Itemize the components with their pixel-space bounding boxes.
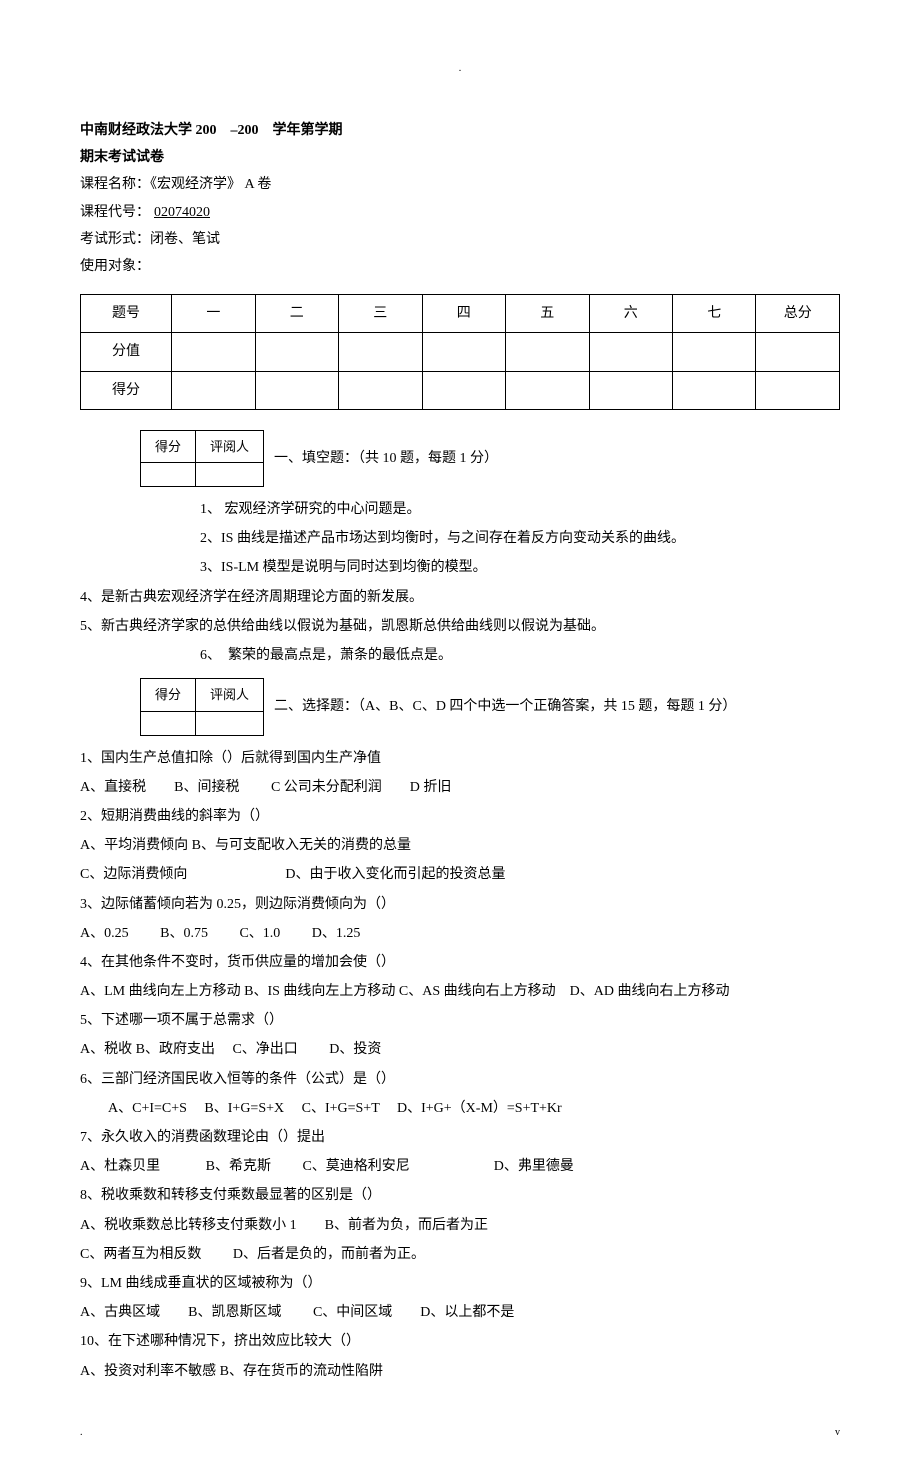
page-footer: . v	[80, 1424, 840, 1442]
mini-header: 评阅人	[196, 679, 264, 711]
cell	[756, 333, 840, 371]
row-label: 分值	[81, 333, 172, 371]
mini-header: 得分	[141, 679, 196, 711]
section-2-title: 二、选择题：（A、B、C、D 四个中选一个正确答案，共 15 题，每题 1 分）	[274, 694, 736, 719]
mc-q9-options: A、古典区域 B、凯恩斯区域 C、中间区域 D、以上都不是	[80, 1300, 840, 1325]
exam-form-line: 考试形式：闭卷、笔试	[80, 227, 840, 252]
mc-q8: 8、税收乘数和转移支付乘数最显著的区别是（）	[80, 1183, 840, 1208]
mc-q2: 2、短期消费曲线的斜率为（）	[80, 804, 840, 829]
cell	[196, 711, 264, 735]
section-1-header: 得分评阅人 一、填空题：（共 10 题，每题 1 分）	[80, 430, 840, 487]
header-cell: 二	[255, 295, 338, 333]
cell	[756, 371, 840, 409]
mc-q5: 5、下述哪一项不属于总需求（）	[80, 1008, 840, 1033]
fill-q5: 5、新古典经济学家的总供给曲线以假说为基础，凯恩斯总供给曲线则以假说为基础。	[80, 614, 840, 639]
table-row: 得分	[81, 371, 840, 409]
grader-table: 得分评阅人	[140, 678, 264, 735]
mc-q3: 3、边际储蓄倾向若为 0.25，则边际消费倾向为（）	[80, 892, 840, 917]
header-cell: 一	[172, 295, 255, 333]
cell	[506, 371, 589, 409]
mc-q3-options: A、0.25 B、0.75 C、1.0 D、1.25	[80, 921, 840, 946]
mc-q2-options-b: C、边际消费倾向 D、由于收入变化而引起的投资总量	[80, 862, 840, 887]
exam-title: 期末考试试卷	[80, 145, 840, 170]
mc-q2-options-a: A、平均消费倾向 B、与可支配收入无关的消费的总量	[80, 833, 840, 858]
course-code-line: 课程代号：02074020	[80, 200, 840, 225]
header-cell: 总分	[756, 295, 840, 333]
mc-q7: 7、永久收入的消费函数理论由（）提出	[80, 1125, 840, 1150]
cell	[672, 371, 755, 409]
mc-q9: 9、LM 曲线成垂直状的区域被称为（）	[80, 1271, 840, 1296]
cell	[196, 463, 264, 487]
course-code-value: 02074020	[150, 205, 214, 220]
cell	[255, 371, 338, 409]
grader-table: 得分评阅人	[140, 430, 264, 487]
section-2-header: 得分评阅人 二、选择题：（A、B、C、D 四个中选一个正确答案，共 15 题，每…	[80, 678, 840, 735]
header-cell: 七	[672, 295, 755, 333]
course-name-line: 课程名称：《宏观经济学》 A 卷	[80, 172, 840, 197]
row-label: 得分	[81, 371, 172, 409]
cell	[172, 371, 255, 409]
cell	[339, 371, 422, 409]
course-name-value: 《宏观经济学》 A 卷	[150, 177, 271, 192]
cell	[255, 333, 338, 371]
footer-left: .	[80, 1424, 83, 1442]
fill-q3: 3、IS-LM 模型是说明与同时达到均衡的模型。	[80, 555, 840, 580]
exam-form-value: 闭卷、笔试	[150, 232, 220, 247]
mc-q8-options-b: C、两者互为相反数 D、后者是负的，而前者为正。	[80, 1242, 840, 1267]
fill-q2: 2、IS 曲线是描述产品市场达到均衡时，与之间存在着反方向变动关系的曲线。	[80, 526, 840, 551]
mc-q10: 10、在下述哪种情况下，挤出效应比较大（）	[80, 1329, 840, 1354]
cell	[141, 463, 196, 487]
mc-q5-options: A、税收 B、政府支出 C、净出口 D、投资	[80, 1037, 840, 1062]
exam-form-label: 考试形式：	[80, 232, 150, 247]
cell	[422, 333, 505, 371]
cell	[589, 333, 672, 371]
cell	[506, 333, 589, 371]
mini-header: 评阅人	[196, 430, 264, 462]
mc-q1: 1、国内生产总值扣除（）后就得到国内生产净值	[80, 746, 840, 771]
cell	[589, 371, 672, 409]
mc-q4-options: A、LM 曲线向左上方移动 B、IS 曲线向左上方移动 C、AS 曲线向右上方移…	[80, 979, 840, 1004]
header-cell: 五	[506, 295, 589, 333]
cell	[339, 333, 422, 371]
section-1-title: 一、填空题：（共 10 题，每题 1 分）	[274, 446, 498, 471]
fill-q6: 6、 繁荣的最高点是，萧条的最低点是。	[80, 643, 840, 668]
mc-q8-options-a: A、税收乘数总比转移支付乘数小 1 B、前者为负，而后者为正	[80, 1213, 840, 1238]
target-label: 使用对象：	[80, 259, 150, 274]
mini-header: 得分	[141, 430, 196, 462]
cell	[672, 333, 755, 371]
fill-q4: 4、是新古典宏观经济学在经济周期理论方面的新发展。	[80, 585, 840, 610]
fill-q1: 1、 宏观经济学研究的中心问题是。	[80, 497, 840, 522]
table-row: 题号 一 二 三 四 五 六 七 总分	[81, 295, 840, 333]
header-cell: 题号	[81, 295, 172, 333]
header-cell: 三	[339, 295, 422, 333]
target-line: 使用对象：	[80, 254, 840, 279]
course-code-label: 课程代号：	[80, 205, 150, 220]
header-cell: 六	[589, 295, 672, 333]
course-name-label: 课程名称：	[80, 177, 150, 192]
mc-q1-options: A、直接税 B、间接税 C 公司未分配利润 D 折旧	[80, 775, 840, 800]
university-term-line: 中南财经政法大学 200 –200 学年第学期	[80, 118, 840, 143]
cell	[172, 333, 255, 371]
footer-right: v	[835, 1424, 840, 1442]
mc-q7-options: A、杜森贝里 B、希克斯 C、莫迪格利安尼 D、弗里德曼	[80, 1154, 840, 1179]
mc-q10-options: A、投资对利率不敏感 B、存在货币的流动性陷阱	[80, 1359, 840, 1384]
table-row: 分值	[81, 333, 840, 371]
page-dot-top: .	[80, 60, 840, 78]
score-table: 题号 一 二 三 四 五 六 七 总分 分值 得分	[80, 294, 840, 410]
cell	[422, 371, 505, 409]
mc-q4: 4、在其他条件不变时，货币供应量的增加会使（）	[80, 950, 840, 975]
cell	[141, 711, 196, 735]
mc-q6: 6、三部门经济国民收入恒等的条件（公式）是（）	[80, 1067, 840, 1092]
header-cell: 四	[422, 295, 505, 333]
mc-q6-options: A、C+I=C+S B、I+G=S+X C、I+G=S+T D、I+G+（X-M…	[80, 1096, 840, 1121]
